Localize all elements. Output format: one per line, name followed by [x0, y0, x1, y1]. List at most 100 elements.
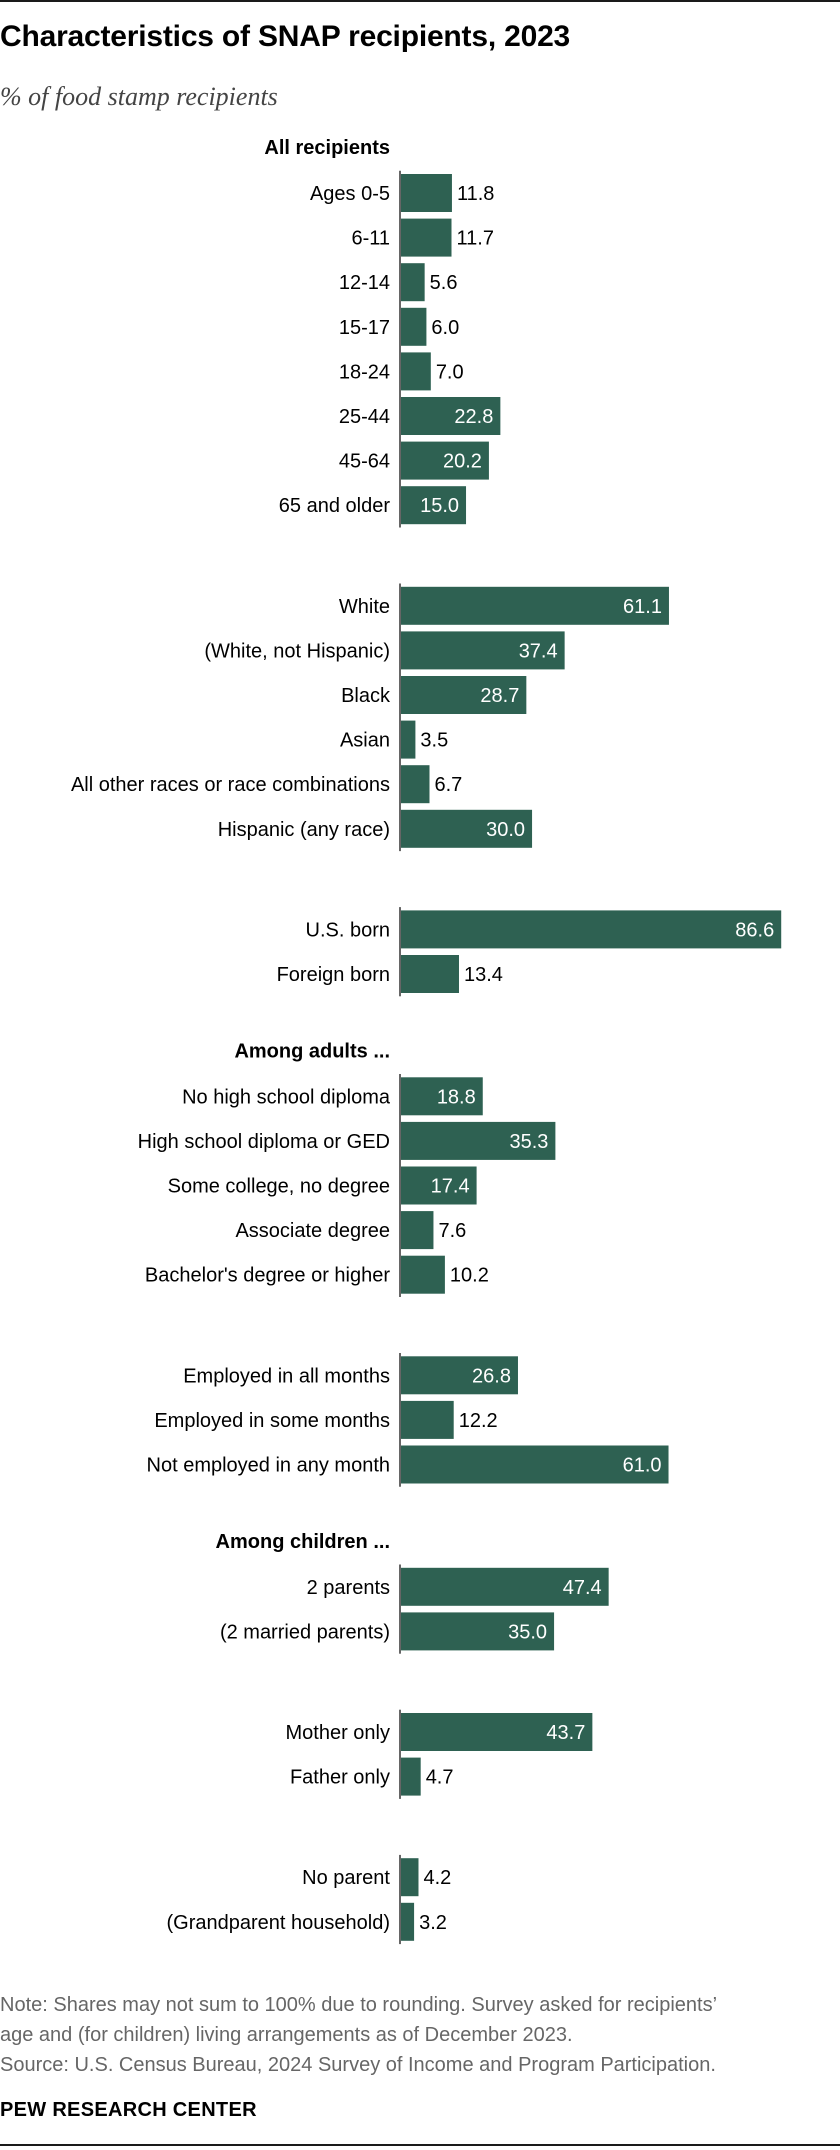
group-header: All recipients — [264, 137, 390, 159]
bar-foreign-born — [400, 955, 459, 993]
value-label: 18.8 — [437, 1086, 476, 1108]
source-text: Source: U.S. Census Bureau, 2024 Survey … — [0, 2054, 716, 2076]
category-label: 6-11 — [351, 228, 390, 250]
value-label: 7.6 — [438, 1220, 466, 1242]
value-label: 6.0 — [431, 317, 459, 339]
category-label: U.S. born — [306, 919, 390, 941]
category-label: Ages 0-5 — [310, 183, 390, 205]
bar-employed-in-some-months — [400, 1400, 454, 1439]
value-label: 4.2 — [423, 1867, 451, 1889]
category-label: 12-14 — [339, 272, 390, 294]
category-label: 15-17 — [339, 317, 390, 339]
category-label: Some college, no degree — [168, 1176, 390, 1198]
category-label: (2 married parents) — [220, 1621, 390, 1643]
bar-all-other-races-or-race-combinations — [400, 765, 430, 804]
value-label: 35.0 — [508, 1621, 547, 1643]
bar-65-and-older — [400, 486, 467, 525]
category-label: (Grandparent household) — [167, 1912, 390, 1934]
value-label: 20.2 — [443, 451, 482, 473]
value-label: 12.2 — [459, 1410, 498, 1432]
category-label: Employed in all months — [183, 1365, 390, 1387]
category-label: No parent — [302, 1867, 390, 1889]
bar-white — [400, 586, 669, 625]
category-label: White — [339, 596, 390, 618]
value-label: 47.4 — [563, 1577, 602, 1599]
value-label: 86.6 — [735, 919, 774, 941]
category-label: Bachelor's degree or higher — [145, 1265, 390, 1287]
value-label: 7.0 — [436, 361, 464, 383]
bar-white-not-hispanic — [400, 631, 565, 670]
bar-black — [400, 676, 527, 714]
value-label: 43.7 — [546, 1722, 585, 1744]
bar-grandparent-household — [400, 1902, 415, 1941]
top-rule — [0, 0, 840, 2]
bottom-rule — [0, 2144, 840, 2146]
value-label: 11.8 — [457, 183, 494, 205]
bar-18-24 — [400, 352, 431, 391]
bar-25-44 — [400, 397, 501, 435]
bar-2-parents — [400, 1567, 609, 1606]
bar-mother-only — [400, 1713, 593, 1751]
value-label: 17.4 — [431, 1176, 470, 1198]
group-header: Among adults ... — [234, 1040, 390, 1062]
category-label: Hispanic (any race) — [218, 819, 390, 841]
bar-not-employed-in-any-month — [400, 1445, 669, 1484]
bar-chart: All recipients Ages 0-5 11.8 6-11 11.7 12-14 5… — [71, 137, 782, 1945]
value-label: 13.4 — [464, 964, 503, 986]
value-label: 3.2 — [419, 1912, 447, 1934]
category-label: Not employed in any month — [147, 1455, 390, 1477]
bar-some-college-no-degree — [400, 1166, 477, 1205]
value-label: 3.5 — [420, 730, 448, 752]
category-label: Mother only — [286, 1722, 391, 1744]
category-label: High school diploma or GED — [138, 1131, 390, 1153]
note-text: Note: Shares may not sum to 100% due to … — [0, 1994, 718, 2016]
value-label: 28.7 — [480, 685, 519, 707]
value-label: 30.0 — [486, 819, 525, 841]
bar-employed-in-all-months — [400, 1356, 518, 1395]
bar-asian — [400, 720, 416, 759]
category-label: Asian — [340, 730, 390, 752]
value-label: 10.2 — [450, 1265, 489, 1287]
note-text-continued: age and (for children) living arrangemen… — [0, 2024, 573, 2046]
bar-bachelor-s-degree-or-higher — [400, 1255, 445, 1294]
group-header: Among children ... — [216, 1531, 390, 1553]
category-label: Foreign born — [277, 964, 390, 986]
category-label: 18-24 — [339, 361, 390, 383]
bar-12-14 — [400, 263, 425, 302]
category-label: No high school diploma — [182, 1086, 391, 1108]
bar-high-school-diploma-or-ged — [400, 1121, 556, 1160]
bar-no-parent — [400, 1858, 419, 1897]
value-label: 4.7 — [426, 1767, 454, 1789]
value-label: 61.1 — [623, 596, 662, 618]
value-label: 61.0 — [623, 1455, 662, 1477]
category-label: 2 parents — [307, 1577, 390, 1599]
value-label: 15.0 — [420, 495, 459, 517]
category-label: Associate degree — [235, 1220, 390, 1242]
category-label: Employed in some months — [154, 1410, 390, 1432]
bar-ages-0-5 — [400, 174, 452, 212]
bar-6-11 — [400, 218, 452, 257]
category-label: Father only — [290, 1767, 390, 1789]
chart-title: Characteristics of SNAP recipients, 2023 — [0, 20, 571, 53]
bar-u-s-born — [400, 910, 782, 949]
value-label: 35.3 — [509, 1131, 548, 1153]
category-label: 25-44 — [339, 406, 390, 428]
value-label: 6.7 — [434, 774, 462, 796]
notes-block: Note: Shares may not sum to 100% due to … — [0, 1990, 717, 2080]
bar-associate-degree — [400, 1211, 434, 1250]
bar-father-only — [400, 1757, 421, 1796]
bar-45-64 — [400, 441, 489, 480]
value-label: 26.8 — [472, 1365, 511, 1387]
value-label: 5.6 — [430, 272, 458, 294]
category-label: 45-64 — [339, 451, 390, 473]
bar-2-married-parents — [400, 1612, 555, 1651]
category-label: All other races or race combinations — [71, 774, 390, 796]
bar-15-17 — [400, 307, 427, 346]
category-label: (White, not Hispanic) — [204, 640, 390, 662]
bar-no-high-school-diploma — [400, 1077, 483, 1116]
category-label: Black — [341, 685, 391, 707]
value-label: 11.7 — [457, 228, 494, 250]
bar-hispanic-any-race — [400, 809, 533, 848]
chart-subtitle: % of food stamp recipients — [0, 82, 278, 111]
pew-logo-text: PEW RESEARCH CENTER — [0, 2099, 257, 2121]
